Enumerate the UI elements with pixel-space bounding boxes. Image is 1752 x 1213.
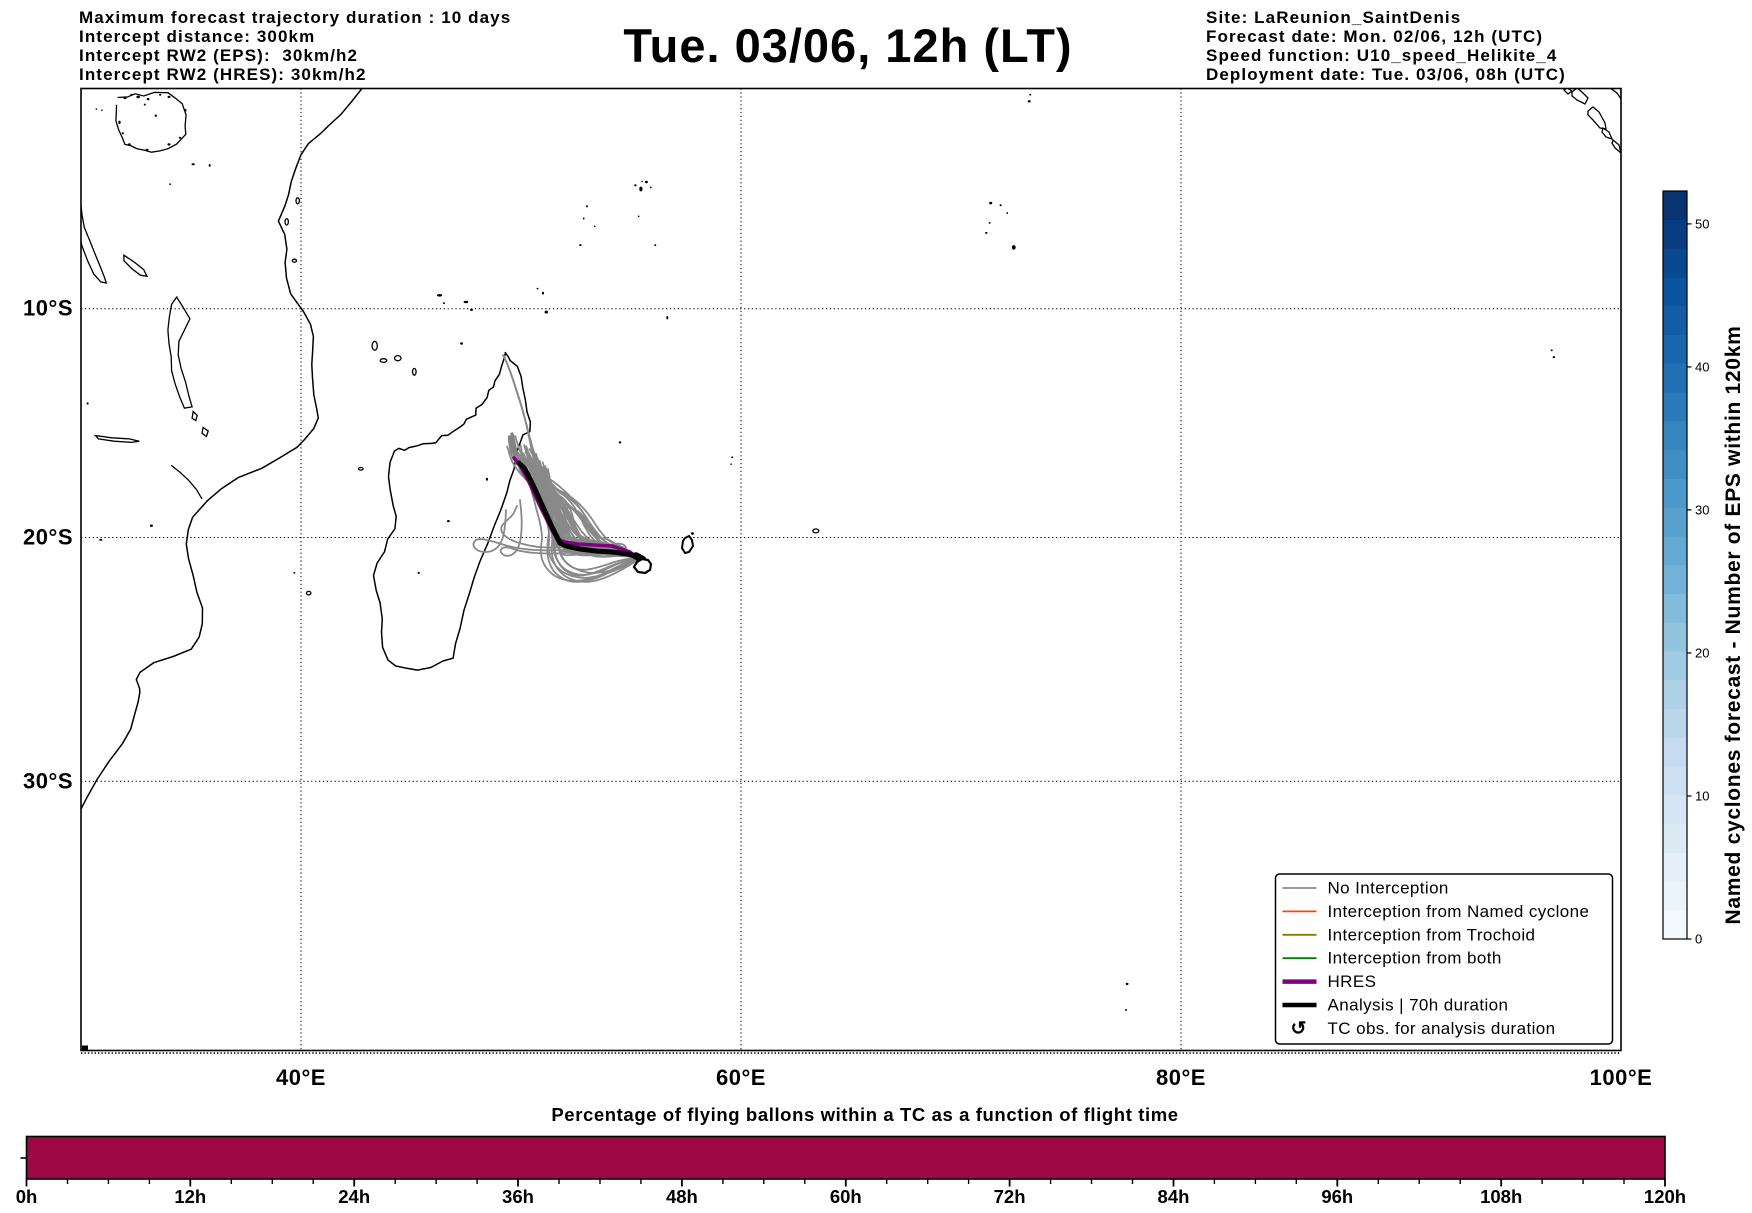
svg-text:Deployment date: Tue. 03/06, 0: Deployment date: Tue. 03/06, 08h (UTC) — [1206, 65, 1566, 84]
svg-text:Percentage of flying ballons w: Percentage of flying ballons within a TC… — [551, 1104, 1178, 1125]
svg-text:84h: 84h — [1158, 1186, 1190, 1207]
svg-text:48h: 48h — [666, 1186, 698, 1207]
svg-text:TC obs. for analysis duration: TC obs. for analysis duration — [1328, 1019, 1556, 1038]
svg-text:Site: LaReunion_SaintDenis: Site: LaReunion_SaintDenis — [1206, 8, 1461, 27]
svg-text:Interception from Trochoid: Interception from Trochoid — [1328, 925, 1536, 944]
svg-text:36h: 36h — [502, 1186, 534, 1207]
svg-text:Maximum forecast trajectory du: Maximum forecast trajectory duration : 1… — [79, 8, 511, 27]
svg-text:96h: 96h — [1321, 1186, 1353, 1207]
svg-text:Forecast date: Mon. 02/06, 12h: Forecast date: Mon. 02/06, 12h (UTC) — [1206, 27, 1543, 46]
svg-text:Intercept RW2 (EPS): 30km/h2: Intercept RW2 (EPS): 30km/h2 — [79, 46, 358, 65]
svg-text:40°E: 40°E — [276, 1065, 326, 1090]
svg-text:Interception from both: Interception from both — [1328, 949, 1502, 968]
svg-text:20: 20 — [1695, 646, 1709, 661]
svg-text:24h: 24h — [338, 1186, 370, 1207]
svg-text:↺: ↺ — [1291, 1018, 1307, 1039]
svg-text:40: 40 — [1695, 359, 1709, 374]
svg-text:12h: 12h — [174, 1186, 206, 1207]
svg-text:HRES: HRES — [1328, 972, 1377, 991]
svg-text:Interception from Named cyclon: Interception from Named cyclone — [1328, 902, 1590, 921]
svg-text:80°E: 80°E — [1156, 1065, 1206, 1090]
svg-text:100°E: 100°E — [1590, 1065, 1653, 1090]
svg-text:20°S: 20°S — [23, 525, 73, 550]
svg-text:No Interception: No Interception — [1328, 879, 1449, 898]
svg-text:Analysis | 70h duration: Analysis | 70h duration — [1328, 996, 1509, 1015]
svg-text:108h: 108h — [1480, 1186, 1522, 1207]
svg-text:10°S: 10°S — [23, 296, 73, 321]
svg-text:0h: 0h — [16, 1186, 38, 1207]
svg-text:50: 50 — [1695, 216, 1709, 231]
svg-text:60h: 60h — [830, 1186, 862, 1207]
svg-text:Speed function: U10_speed_Heli: Speed function: U10_speed_Helikite_4 — [1206, 46, 1557, 65]
svg-text:30: 30 — [1695, 502, 1709, 517]
svg-text:Intercept RW2 (HRES): 30km/h2: Intercept RW2 (HRES): 30km/h2 — [79, 65, 367, 84]
svg-text:10: 10 — [1695, 789, 1709, 804]
svg-text:60°E: 60°E — [716, 1065, 766, 1090]
svg-text:120h: 120h — [1644, 1186, 1686, 1207]
svg-text:0: 0 — [1695, 932, 1702, 947]
svg-text:Tue. 03/06, 12h (LT): Tue. 03/06, 12h (LT) — [623, 19, 1072, 72]
svg-text:72h: 72h — [994, 1186, 1026, 1207]
svg-text:Named cyclones forecast - Numb: Named cyclones forecast - Number of EPS … — [1722, 326, 1745, 925]
svg-text:30°S: 30°S — [23, 768, 73, 793]
svg-text:Intercept distance: 300km: Intercept distance: 300km — [79, 27, 315, 46]
